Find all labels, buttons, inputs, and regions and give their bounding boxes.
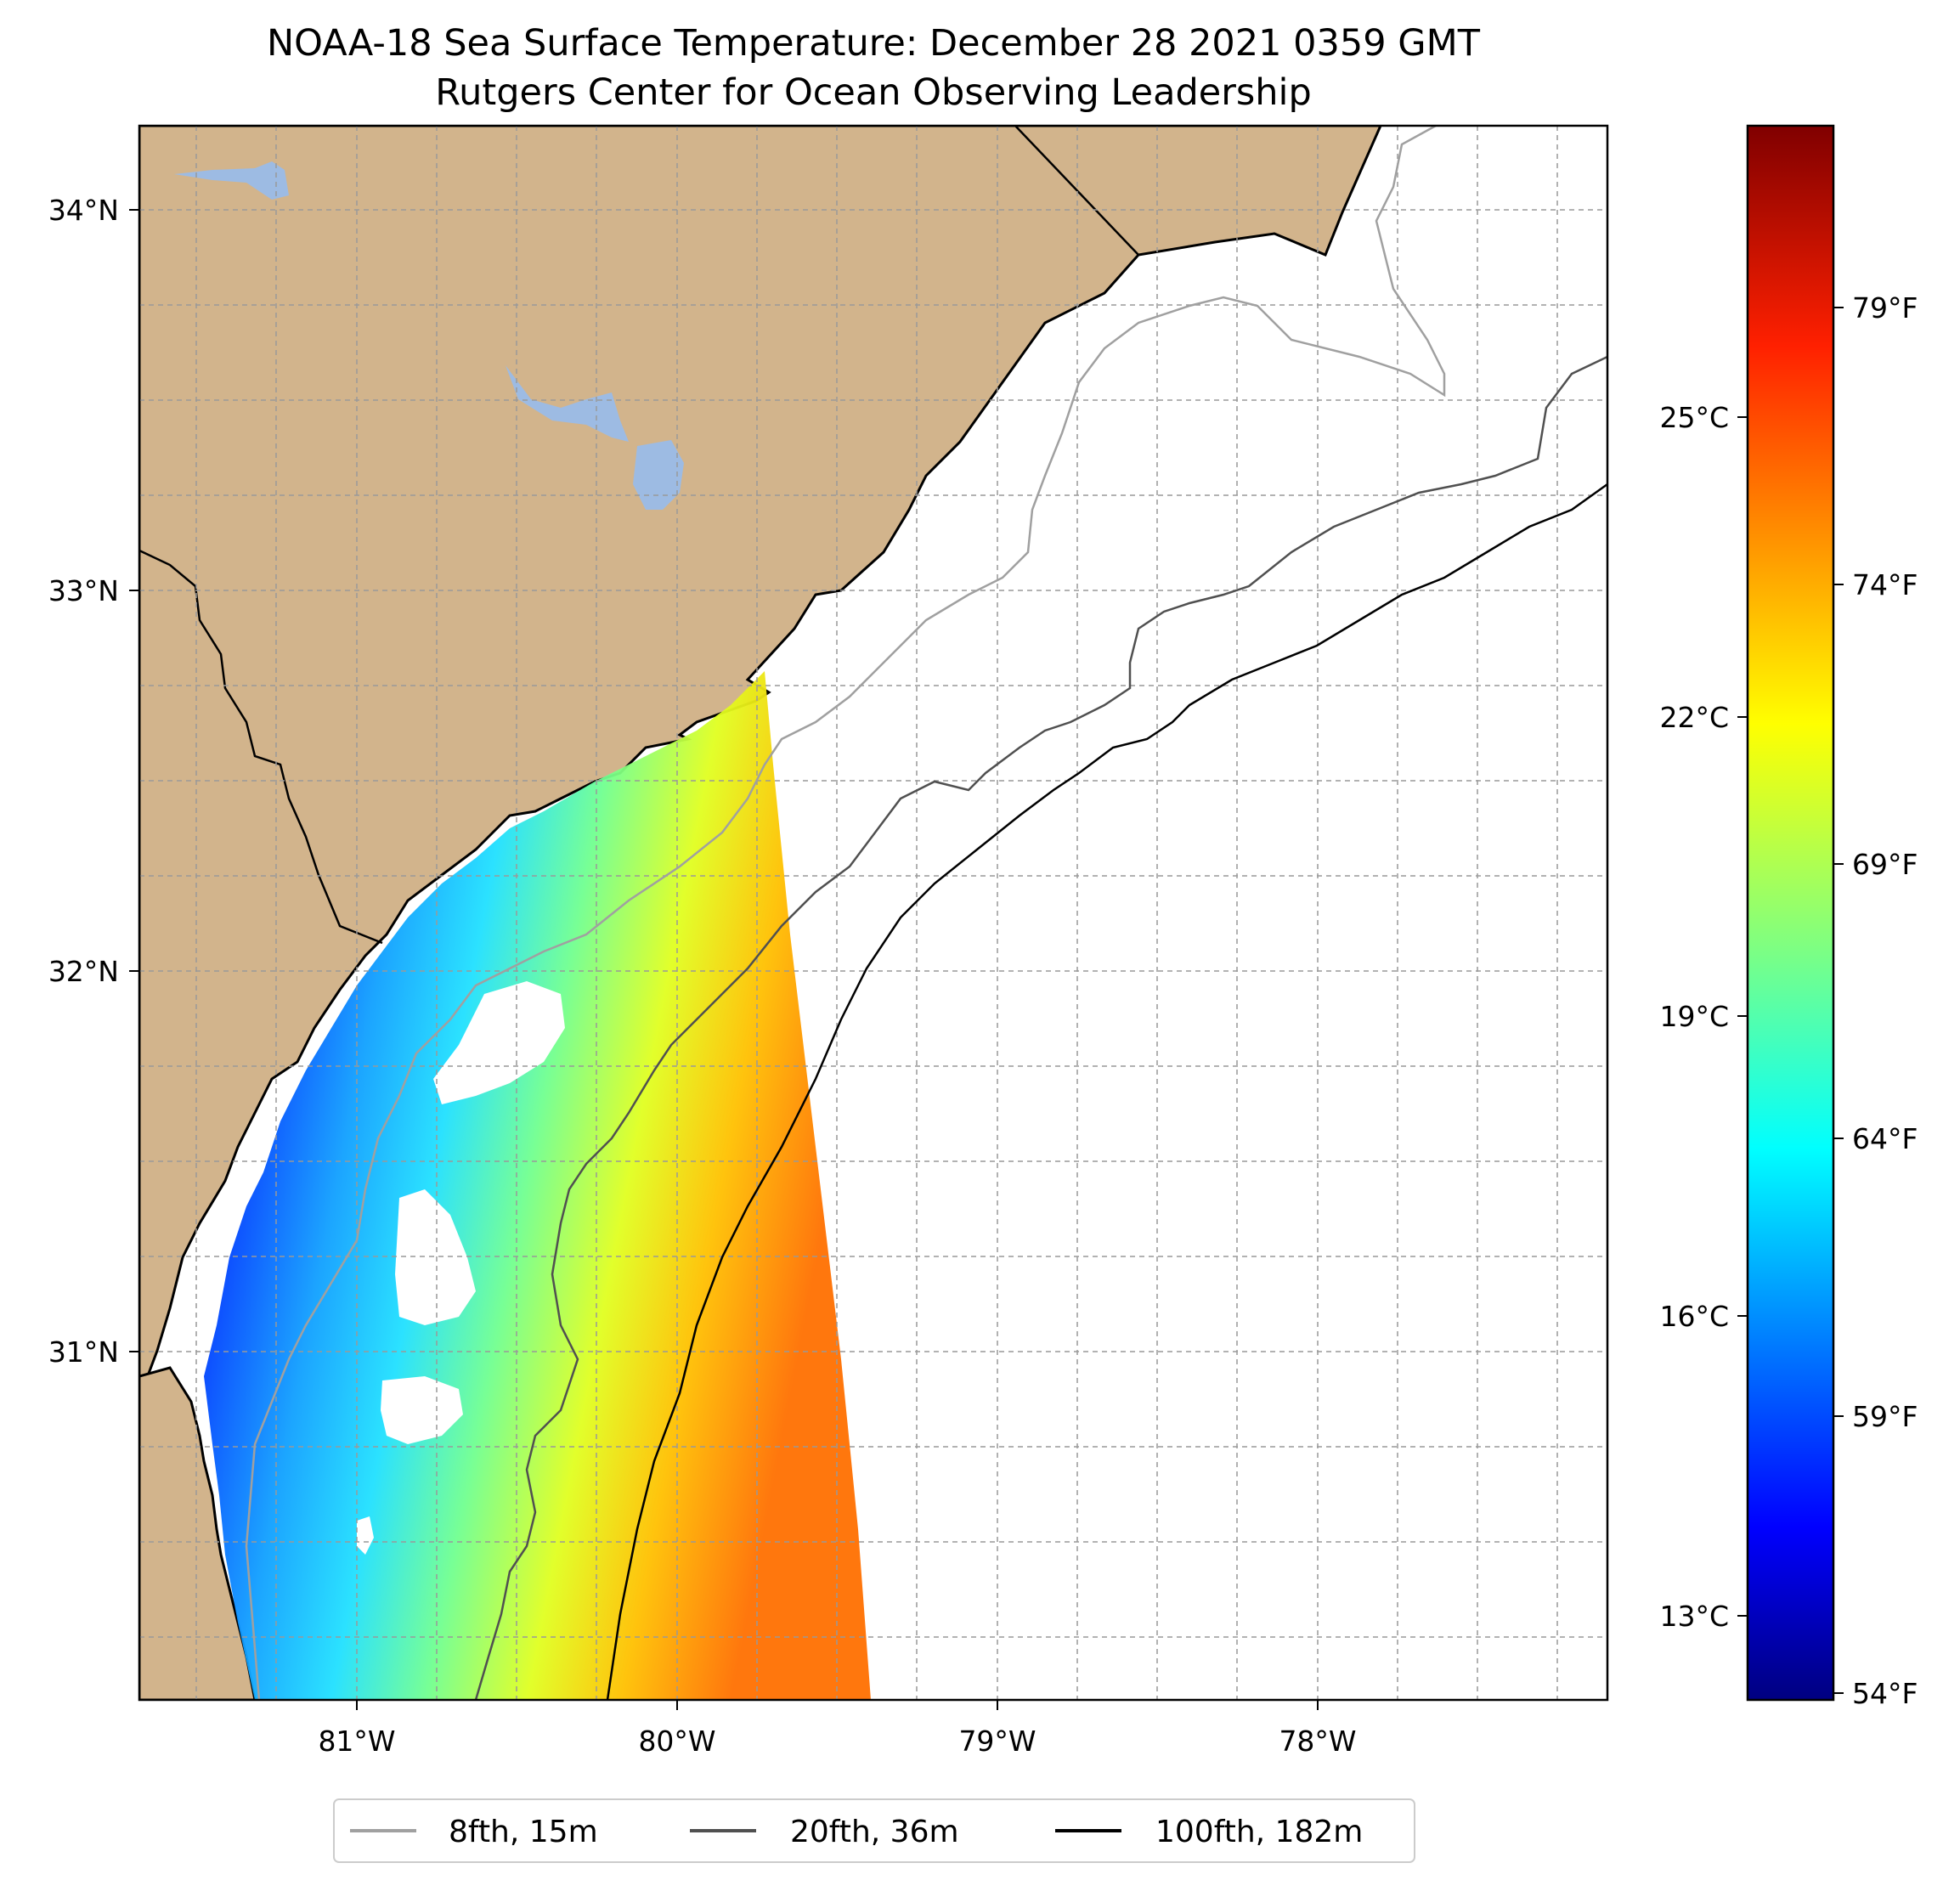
colorbar-c-label: 13°C (1659, 1600, 1729, 1633)
title-line-2: Rutgers Center for Ocean Observing Leade… (435, 71, 1312, 114)
x-tick-label: 79°W (958, 1725, 1036, 1758)
map-area (139, 126, 1607, 1700)
y-tick-label: 31°N (48, 1335, 119, 1369)
contour-100fth (606, 483, 1607, 1700)
colorbar-f-label: 69°F (1852, 848, 1918, 881)
sst-swath (204, 671, 871, 1700)
x-tick-label: 81°W (318, 1725, 395, 1758)
y-tick-label: 32°N (48, 955, 119, 988)
gridlines (139, 126, 1607, 1700)
colorbar-c-label: 16°C (1659, 1300, 1729, 1333)
state-border-west (139, 549, 383, 945)
legend-box (333, 1798, 1415, 1863)
legend-label: 100fth, 182m (1155, 1815, 1363, 1849)
lake-moultrie (633, 440, 684, 510)
colorbar: 79°F 74°F 69°F 64°F 59°F 54°F 25°C 22°C … (1659, 124, 1918, 1710)
contour-8fth (245, 126, 1446, 1700)
title-line-1: NOAA-18 Sea Surface Temperature: Decembe… (267, 22, 1481, 65)
cloud-hole-4 (357, 1516, 374, 1555)
colorbar-f-label: 79°F (1852, 291, 1918, 325)
colorbar-f-label: 59°F (1852, 1400, 1918, 1433)
legend: 8fth, 15m 20fth, 36m 100fth, 182m (333, 1798, 1415, 1863)
legend-label: 8fth, 15m (449, 1815, 598, 1849)
colorbar-c-label: 19°C (1659, 1000, 1729, 1033)
colorbar-gradient (1746, 124, 1835, 1702)
state-border (1014, 126, 1139, 256)
legend-label: 20fth, 36m (790, 1815, 959, 1849)
map-frame (138, 124, 1609, 1702)
lake-marion (506, 365, 629, 442)
x-tick-label: 80°W (638, 1725, 715, 1758)
x-axis: 81°W 80°W 79°W 78°W (318, 1700, 1357, 1758)
y-tick-label: 34°N (48, 194, 119, 227)
cloud-hole-2 (395, 1189, 476, 1325)
y-tick-label: 33°N (48, 574, 119, 607)
y-axis: 34°N 33°N 32°N 31°N (48, 194, 139, 1369)
lake-wateree (174, 161, 289, 200)
colorbar-c-label: 25°C (1659, 401, 1729, 434)
cloud-hole-3 (381, 1376, 463, 1444)
colorbar-c-label: 22°C (1659, 701, 1729, 734)
cloud-hole-1 (433, 981, 565, 1104)
colorbar-f-label: 74°F (1852, 568, 1918, 601)
colorbar-f-label: 54°F (1852, 1677, 1918, 1710)
colorbar-f-label: 64°F (1852, 1122, 1918, 1155)
contour-20fth (474, 355, 1607, 1700)
x-tick-label: 78°W (1279, 1725, 1356, 1758)
